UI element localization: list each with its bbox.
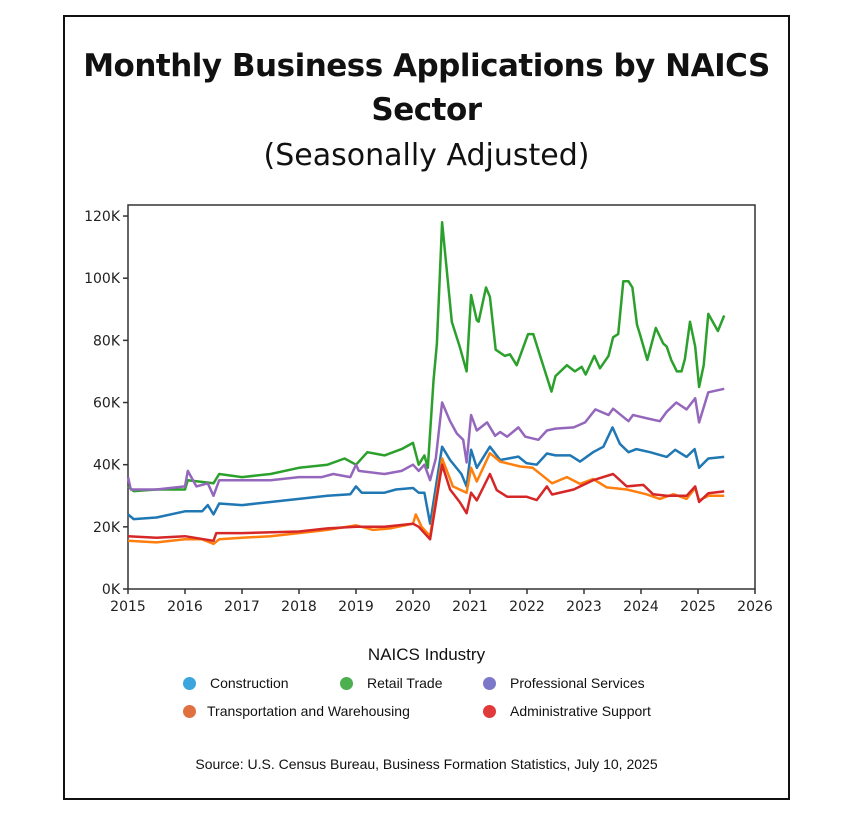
legend-label: Transportation and Warehousing [207, 703, 410, 719]
x-tick-label: 2025 [680, 599, 716, 615]
x-tick-label: 2021 [452, 599, 488, 615]
legend-dot-transportation [183, 704, 196, 718]
series-line-administrative-support [127, 463, 725, 543]
series-line-construction [127, 426, 725, 525]
legend-dot-construction [183, 676, 196, 690]
x-tick-label: 2017 [224, 599, 260, 615]
y-tick-label: 40K [93, 458, 121, 474]
x-tick-label: 2023 [566, 599, 602, 615]
legend-label: Construction [210, 675, 289, 691]
legend-dot-retail-trade [340, 676, 353, 690]
legend-item-professional-services: Professional Services [483, 675, 645, 691]
x-tick-label: 2016 [167, 599, 203, 615]
legend-label: Administrative Support [510, 703, 651, 719]
series-line-professional-services [126, 387, 725, 498]
x-tick-label: 2020 [395, 599, 431, 615]
x-tick-label: 2019 [338, 599, 374, 615]
legend-title: NAICS Industry [367, 645, 486, 664]
chart-subtitle: (Seasonally Adjusted) [263, 138, 590, 173]
x-tick-label: 2015 [110, 599, 146, 615]
source-note: Source: U.S. Census Bureau, Business For… [195, 756, 658, 772]
legend-label: Professional Services [510, 675, 645, 691]
y-tick-label: 100K [84, 271, 121, 287]
legend-item-construction: Construction [183, 675, 289, 691]
chart-frame [63, 15, 790, 800]
y-tick-label: 20K [93, 520, 121, 536]
y-tick-label: 120K [84, 209, 121, 225]
chart-title: Monthly Business Applications by NAICS S… [83, 48, 770, 128]
x-tick-label: 2024 [623, 599, 659, 615]
x-tick-label: 2026 [737, 599, 773, 615]
y-tick-label: 80K [93, 333, 121, 349]
plot-area [127, 204, 756, 590]
legend-item-transportation: Transportation and Warehousing [183, 703, 410, 719]
legend-item-administrative-support: Administrative Support [483, 703, 651, 719]
y-tick-label: 0K [102, 582, 121, 598]
y-tick-label: 60K [93, 396, 121, 412]
series-line-retail-trade [127, 221, 726, 493]
legend-item-retail-trade: Retail Trade [340, 675, 442, 691]
x-tick-label: 2022 [509, 599, 545, 615]
x-tick-label: 2018 [281, 599, 317, 615]
legend-dot-professional-services [483, 676, 496, 690]
legend-dot-administrative-support [483, 704, 496, 718]
series-line-transportation-and-warehousing [127, 451, 725, 546]
legend-label: Retail Trade [367, 675, 443, 691]
